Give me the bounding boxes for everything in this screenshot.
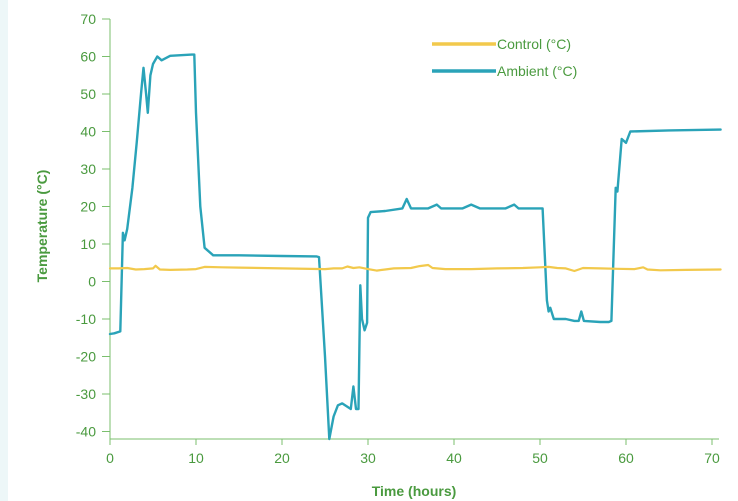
x-tick-label: 50: [532, 450, 548, 466]
y-tick-label: 0: [88, 274, 96, 290]
y-tick-label: 20: [80, 199, 96, 215]
legend-ambient-label: Ambient (°C): [497, 63, 577, 79]
legend-control-label: Control (°C): [497, 36, 571, 52]
y-tick-label: 30: [80, 161, 96, 177]
ambient-series-line: [108, 53, 722, 441]
x-tick-label: 30: [360, 450, 376, 466]
y-tick-label: 60: [80, 49, 96, 65]
axes: 70 60 50 40 30 20 10 0 -10 -20 -30 -40 0 10 20 30 40 50 60…: [76, 11, 720, 466]
y-tick-label: 40: [80, 124, 96, 140]
x-tick-label: 70: [704, 450, 720, 466]
x-tick-label: 10: [188, 450, 204, 466]
left-edge-strip: [0, 0, 8, 501]
x-tick-label: 40: [446, 450, 462, 466]
y-axis-label: Temperature (°C): [34, 170, 50, 283]
y-tick-label: 70: [80, 11, 96, 27]
x-axis-label: Time (hours): [372, 483, 457, 499]
y-tick-label: 50: [80, 86, 96, 102]
x-tick-label: 20: [274, 450, 290, 466]
y-tick-label: -10: [76, 311, 96, 327]
x-tick-label: 0: [106, 450, 114, 466]
y-tick-label: 10: [80, 236, 96, 252]
y-tick-label: -40: [76, 424, 96, 440]
control-series-line: [108, 263, 722, 273]
legend: Control (°C) Ambient (°C): [432, 36, 577, 79]
y-tick-label: -30: [76, 386, 96, 402]
series-layer: [108, 53, 722, 441]
y-tick-label: -20: [76, 349, 96, 365]
x-tick-label: 60: [618, 450, 634, 466]
